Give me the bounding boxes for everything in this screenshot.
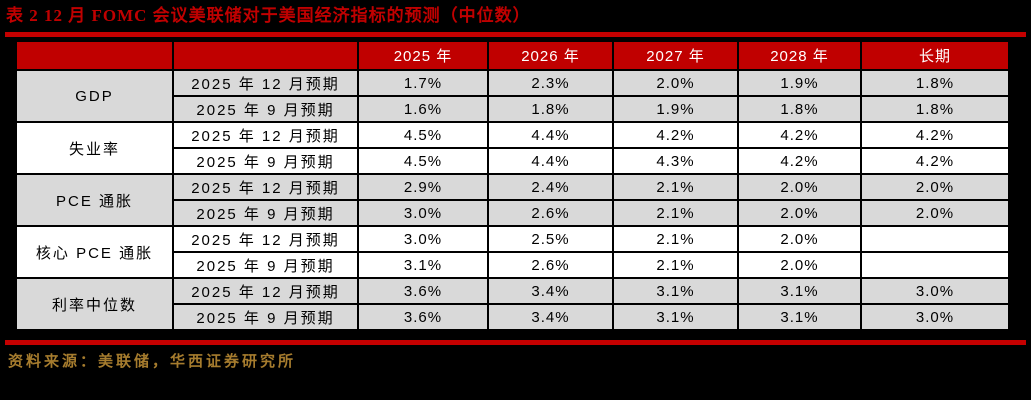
value-cell: 3.0% bbox=[860, 277, 1010, 305]
value-cell: 2.1% bbox=[612, 251, 739, 279]
value-cell: 3.1% bbox=[737, 303, 862, 331]
period-cell: 2025 年 12 月预期 bbox=[172, 173, 359, 201]
value-cell: 1.7% bbox=[357, 69, 489, 97]
indicator-cell: GDP bbox=[15, 69, 174, 123]
value-cell bbox=[860, 251, 1010, 279]
value-cell: 2.1% bbox=[612, 199, 739, 227]
bottom-divider bbox=[5, 340, 1026, 345]
value-cell: 1.9% bbox=[737, 69, 862, 97]
value-cell: 2.3% bbox=[487, 69, 614, 97]
value-cell: 2.5% bbox=[487, 225, 614, 253]
value-cell: 4.5% bbox=[357, 147, 489, 175]
table-row: 利率中位数 2025 年 12 月预期 3.6% 3.4% 3.1% 3.1% 3.0% bbox=[15, 277, 1010, 331]
table-header-row: 2025 年 2026 年 2027 年 2028 年 长期 bbox=[15, 40, 1010, 71]
indicator-cell: 失业率 bbox=[15, 121, 174, 175]
header-cell-2025: 2025 年 bbox=[357, 40, 489, 71]
table-row: 2025 年 9 月预期 3.6% 3.4% 3.1% 3.1% 3.0% bbox=[16, 303, 1010, 331]
period-cell: 2025 年 12 月预期 bbox=[172, 69, 359, 97]
value-cell: 3.4% bbox=[487, 277, 614, 305]
value-cell: 2.0% bbox=[737, 251, 862, 279]
period-cell: 2025 年 12 月预期 bbox=[172, 121, 359, 149]
value-cell: 3.1% bbox=[737, 277, 862, 305]
value-cell: 2.6% bbox=[487, 199, 614, 227]
table-row: 2025 年 9 月预期 4.5% 4.4% 4.3% 4.2% 4.2% bbox=[16, 147, 1010, 175]
header-cell-period bbox=[172, 40, 359, 71]
header-cell-2028: 2028 年 bbox=[737, 40, 862, 71]
value-cell: 2.9% bbox=[357, 173, 489, 201]
indicator-cell: 核心 PCE 通胀 bbox=[15, 225, 174, 279]
value-cell: 1.8% bbox=[860, 69, 1010, 97]
value-cell: 3.1% bbox=[612, 303, 739, 331]
table-row: PCE 通胀 2025 年 12 月预期 2.9% 2.4% 2.1% 2.0% 2.0% bbox=[15, 173, 1010, 227]
value-cell: 2.4% bbox=[487, 173, 614, 201]
value-cell: 2.0% bbox=[612, 69, 739, 97]
value-cell: 3.6% bbox=[357, 277, 489, 305]
indicator-cell: PCE 通胀 bbox=[15, 173, 174, 227]
data-source-note: 资料来源：美联储，华西证券研究所 bbox=[8, 354, 297, 370]
value-cell: 3.1% bbox=[612, 277, 739, 305]
value-cell: 3.0% bbox=[357, 225, 489, 253]
period-cell: 2025 年 9 月预期 bbox=[172, 199, 359, 227]
value-cell: 4.4% bbox=[487, 147, 614, 175]
table-row: 核心 PCE 通胀 2025 年 12 月预期 3.0% 2.5% 2.1% 2.0% bbox=[15, 225, 1010, 279]
table-row: GDP 2025 年 12 月预期 1.7% 2.3% 2.0% 1.9% 1.8% bbox=[15, 69, 1010, 123]
period-cell: 2025 年 9 月预期 bbox=[172, 147, 359, 175]
value-cell: 3.6% bbox=[357, 303, 489, 331]
value-cell: 2.6% bbox=[487, 251, 614, 279]
value-cell: 2.1% bbox=[612, 173, 739, 201]
header-cell-2026: 2026 年 bbox=[487, 40, 614, 71]
value-cell: 4.2% bbox=[860, 121, 1010, 149]
header-cell-longrun: 长期 bbox=[860, 40, 1010, 71]
table-row: 失业率 2025 年 12 月预期 4.5% 4.4% 4.2% 4.2% 4.2% bbox=[15, 121, 1010, 175]
value-cell: 1.8% bbox=[860, 95, 1010, 123]
value-cell: 2.0% bbox=[737, 225, 862, 253]
value-cell: 2.0% bbox=[737, 199, 862, 227]
period-cell: 2025 年 9 月预期 bbox=[172, 95, 359, 123]
value-cell: 3.1% bbox=[357, 251, 489, 279]
indicator-cell: 利率中位数 bbox=[15, 277, 174, 331]
value-cell: 2.1% bbox=[612, 225, 739, 253]
header-cell-indicator bbox=[15, 40, 174, 71]
fomc-forecast-table: 2025 年 2026 年 2027 年 2028 年 长期 GDP 2025 年… bbox=[15, 40, 1010, 331]
table-row: 2025 年 9 月预期 1.6% 1.8% 1.9% 1.8% 1.8% bbox=[16, 95, 1010, 123]
value-cell: 4.2% bbox=[860, 147, 1010, 175]
value-cell: 1.8% bbox=[487, 95, 614, 123]
table-body: GDP 2025 年 12 月预期 1.7% 2.3% 2.0% 1.9% 1.8% 2025… bbox=[15, 69, 1010, 331]
value-cell bbox=[860, 225, 1010, 253]
value-cell: 3.0% bbox=[860, 303, 1010, 331]
value-cell: 1.9% bbox=[612, 95, 739, 123]
table-row: 2025 年 9 月预期 3.0% 2.6% 2.1% 2.0% 2.0% bbox=[16, 199, 1010, 227]
table-row: 2025 年 9 月预期 3.1% 2.6% 2.1% 2.0% bbox=[16, 251, 1010, 279]
period-cell: 2025 年 9 月预期 bbox=[172, 251, 359, 279]
value-cell: 4.2% bbox=[737, 147, 862, 175]
value-cell: 1.8% bbox=[737, 95, 862, 123]
value-cell: 1.6% bbox=[357, 95, 489, 123]
value-cell: 2.0% bbox=[737, 173, 862, 201]
value-cell: 4.4% bbox=[487, 121, 614, 149]
table-title: 表 2 12 月 FOMC 会议美联储对于美国经济指标的预测（中位数） bbox=[6, 6, 531, 25]
value-cell: 3.4% bbox=[487, 303, 614, 331]
header-cell-2027: 2027 年 bbox=[612, 40, 739, 71]
value-cell: 4.2% bbox=[612, 121, 739, 149]
value-cell: 4.3% bbox=[612, 147, 739, 175]
value-cell: 4.5% bbox=[357, 121, 489, 149]
top-divider bbox=[5, 32, 1026, 37]
period-cell: 2025 年 12 月预期 bbox=[172, 225, 359, 253]
value-cell: 4.2% bbox=[737, 121, 862, 149]
period-cell: 2025 年 9 月预期 bbox=[172, 303, 359, 331]
value-cell: 2.0% bbox=[860, 173, 1010, 201]
value-cell: 2.0% bbox=[860, 199, 1010, 227]
value-cell: 3.0% bbox=[357, 199, 489, 227]
period-cell: 2025 年 12 月预期 bbox=[172, 277, 359, 305]
